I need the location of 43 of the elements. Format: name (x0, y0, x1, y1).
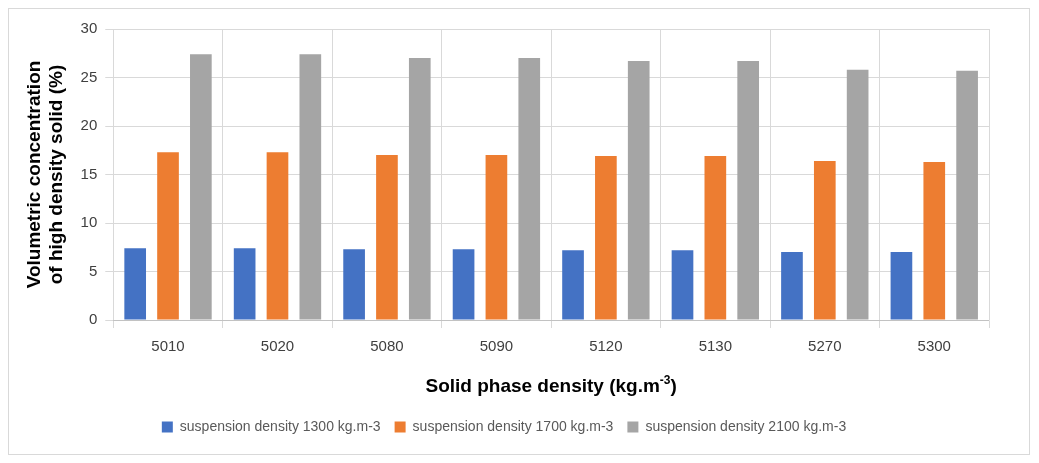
y-tick-label: 30 (80, 19, 98, 37)
y-tick-label: 5 (88, 261, 98, 279)
y-tick-label: 25 (80, 67, 98, 85)
x-tick-label: 5270 (808, 337, 842, 355)
x-tick-label: 5010 (151, 337, 185, 355)
y-tick-label: 20 (80, 116, 98, 134)
bar (233, 248, 256, 320)
bar (704, 156, 727, 320)
bar (299, 54, 322, 320)
x-tick-label: 5080 (370, 337, 404, 355)
x-tick-label: 5120 (589, 337, 623, 355)
bar (956, 70, 978, 320)
bar (452, 249, 475, 320)
bar (343, 249, 365, 320)
bar (781, 252, 803, 320)
bar (485, 155, 508, 320)
legend-label: suspension density 1700 kg.m-3 (412, 417, 614, 434)
y-tick-label: 0 (88, 310, 98, 328)
legend-label: suspension density 2100 kg.m-3 (645, 417, 847, 434)
bar (846, 69, 869, 320)
bar (737, 61, 760, 320)
bar (595, 156, 617, 320)
bar (671, 250, 694, 320)
bar (190, 54, 212, 320)
bar (923, 161, 946, 320)
bar (266, 152, 289, 320)
bar (124, 248, 147, 320)
x-tick-label: 5130 (698, 337, 733, 355)
y-tick-label: 15 (80, 164, 98, 182)
bar (627, 61, 650, 320)
bar (813, 160, 836, 320)
bar (518, 58, 541, 320)
bar (890, 252, 913, 320)
legend-label: suspension density 1300 kg.m-3 (179, 417, 381, 434)
x-tick-label: 5300 (917, 337, 951, 355)
y-axis-title: Volumetric concentration of high density solid (%) (22, 60, 67, 289)
bar (408, 58, 431, 320)
bar (562, 250, 584, 320)
bar (157, 152, 179, 320)
y-tick-label: 10 (80, 213, 98, 231)
x-tick-label: 5090 (479, 337, 514, 355)
x-tick-label: 5020 (260, 337, 295, 355)
bar (376, 155, 398, 320)
